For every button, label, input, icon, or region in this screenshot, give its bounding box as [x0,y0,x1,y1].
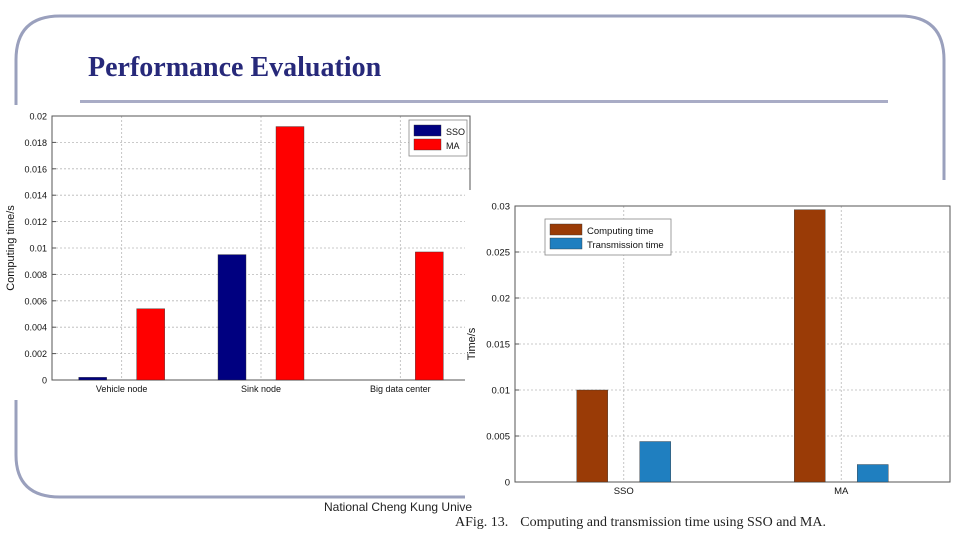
c2-tick-label: 0.02 [492,294,511,305]
c2-tick-label: 0.025 [486,248,510,259]
c2-tick-label: 0.015 [486,340,510,351]
c1-tick-label: 0.002 [24,349,47,359]
c1-bar-ma-vehicle-node [136,308,165,381]
chart-computing-time-by-node: 0 0.002 0.004 0.006 0.008 0.01 0.012 0.014 0.016… [0,108,478,398]
c1-legend-swatch-sso [413,124,442,137]
chart2-x-tick-labels: SSO MA [614,486,849,497]
c1-tick-label: 0.006 [24,296,47,306]
chart1-x-tick-labels: Vehicle node Sink node Big data center [96,384,431,394]
caption-text: Computing and transmission time using SS… [520,515,826,530]
chart2-bars [576,209,889,483]
title-divider [80,100,888,103]
c1-bar-ma-sink-node [275,126,305,381]
c1-tick-label: 0.01 [29,244,47,254]
chart-computing-vs-transmission: 0 0.005 0.01 0.015 0.02 0.025 0.03 SSO MA Time/… [465,190,955,500]
c1-legend-label-sso: SSO [446,127,465,137]
c1-bar-sso-vehicle-node [78,377,107,381]
c1-tick-label: 0 [42,376,47,386]
c2-legend-swatch-transmission-time [549,237,583,250]
c1-legend-label-ma: MA [446,141,460,151]
c2-bar-transmission-time-ma [857,464,889,483]
c2-bar-transmission-time-sso [639,441,671,483]
chart1-y-axis-label: Computing time/s [5,205,17,291]
c2-category-ma: MA [834,486,849,497]
c2-legend-swatch-computing-time [549,223,583,236]
chart2-y-axis-label: Time/s [466,327,478,360]
c2-legend-label-transmission-time: Transmission time [587,240,664,251]
c1-category-vehicle-node: Vehicle node [96,384,148,394]
c2-tick-label: 0 [505,478,510,489]
c2-category-sso: SSO [614,486,634,497]
c2-legend-label-computing-time: Computing time [587,226,654,237]
c1-tick-label: 0.02 [29,112,47,122]
chart1-bars [78,126,444,381]
c1-tick-label: 0.008 [24,270,47,280]
c1-tick-label: 0.012 [24,217,47,227]
footer-institution: National Cheng Kung University [324,500,472,514]
c2-tick-label: 0.03 [492,202,511,213]
c1-category-big-data-center: Big data center [370,384,431,394]
c1-legend-swatch-ma [413,138,442,151]
figure-caption: AFig. 13. Computing and transmission time… [455,515,826,531]
c2-bar-computing-time-sso [576,389,608,483]
chart1-y-ticks: 0 0.002 0.004 0.006 0.008 0.01 0.012 0.014 0.016… [24,112,56,386]
c1-category-sink-node: Sink node [241,384,281,394]
c2-tick-label: 0.01 [492,386,511,397]
c1-tick-label: 0.016 [24,164,47,174]
chart1-grid [52,116,470,380]
c2-bar-computing-time-ma [794,209,826,483]
chart2-y-ticks: 0 0.005 0.01 0.015 0.02 0.025 0.03 [486,202,519,489]
c1-tick-label: 0.014 [24,191,47,201]
chart2-legend: Computing time Transmission time [544,218,672,256]
c1-tick-label: 0.004 [24,323,47,333]
c1-bar-ma-big-data-center [415,251,444,381]
caption-number: AFig. 13. [455,515,509,530]
slide-title: Performance Evaluation [88,52,382,83]
chart1-legend: SSO MA [408,119,468,157]
c1-tick-label: 0.018 [24,138,47,148]
c1-bar-sso-sink-node [217,254,247,381]
c2-tick-label: 0.005 [486,432,510,443]
